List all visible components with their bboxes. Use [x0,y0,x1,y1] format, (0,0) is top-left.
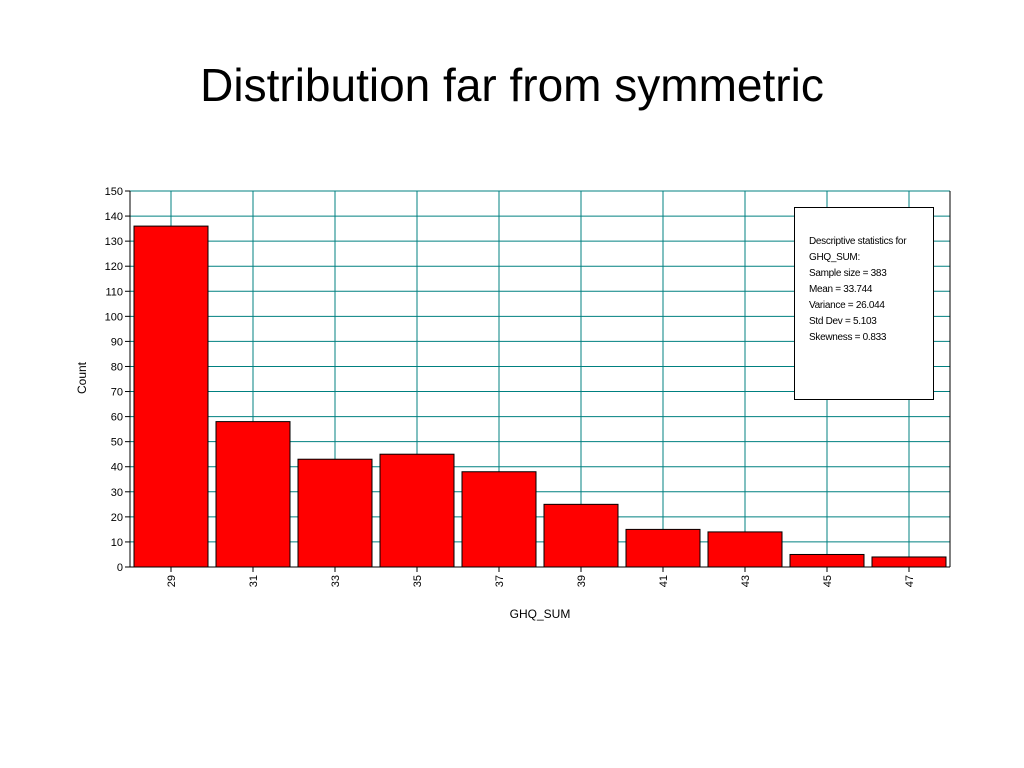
y-tick-label: 150 [105,186,123,198]
bar-43 [707,531,783,568]
x-axis-title: GHQ_SUM [510,607,571,621]
stats-variance: Variance = 26.044 [809,300,885,311]
stats-skewness: Skewness = 0.833 [809,332,887,343]
x-tick-label: 33 [330,575,342,587]
bar-39 [543,503,619,568]
x-tick-label: 47 [904,575,916,587]
stats-std-dev: Std Dev = 5.103 [809,316,877,327]
bar-45 [789,553,865,568]
y-tick-label: 120 [105,261,123,273]
bar-37 [461,471,537,568]
stats-heading-line2: GHQ_SUM: [809,252,860,263]
x-tick-label: 39 [576,575,588,587]
x-tick-label: 43 [740,575,752,587]
bar-29 [133,225,209,568]
y-tick-label: 60 [111,412,123,424]
y-tick-label: 40 [111,462,123,474]
x-tick-label: 45 [822,575,834,587]
bar-33 [297,458,373,568]
x-tick-label: 35 [412,575,424,587]
y-tick-label: 140 [105,211,123,223]
x-ticks: 29 31 33 35 37 39 41 43 45 47 [166,567,916,587]
stats-heading-line1: Descriptive statistics for [809,236,907,247]
y-ticks: 0 10 20 30 40 50 60 70 80 90 100 110 120 130 140 150 [105,186,130,574]
stats-mean: Mean = 33.744 [809,284,873,295]
x-tick-label: 31 [248,575,260,587]
stats-sample-size: Sample size = 383 [809,268,887,279]
y-tick-label: 20 [111,512,123,524]
y-tick-label: 0 [117,562,123,574]
y-tick-label: 130 [105,236,123,248]
descriptive-stats-box: Descriptive statistics for GHQ_SUM: Samp… [794,207,934,400]
slide-title: Distribution far from symmetric [200,59,824,111]
bar-35 [379,453,455,568]
x-tick-label: 37 [494,575,506,587]
y-tick-label: 80 [111,361,123,373]
y-tick-label: 100 [105,311,123,323]
y-tick-label: 90 [111,336,123,348]
y-tick-label: 110 [105,286,123,298]
bar-41 [625,528,701,568]
x-tick-label: 29 [166,575,178,587]
y-tick-label: 30 [111,487,123,499]
bar-31 [215,421,291,568]
y-tick-label: 10 [111,537,123,549]
bar-47 [871,556,947,568]
bars [133,225,947,568]
y-tick-label: 70 [111,387,123,399]
y-tick-label: 50 [111,437,123,449]
x-tick-label: 41 [658,575,670,587]
y-axis-title: Count [75,361,89,394]
